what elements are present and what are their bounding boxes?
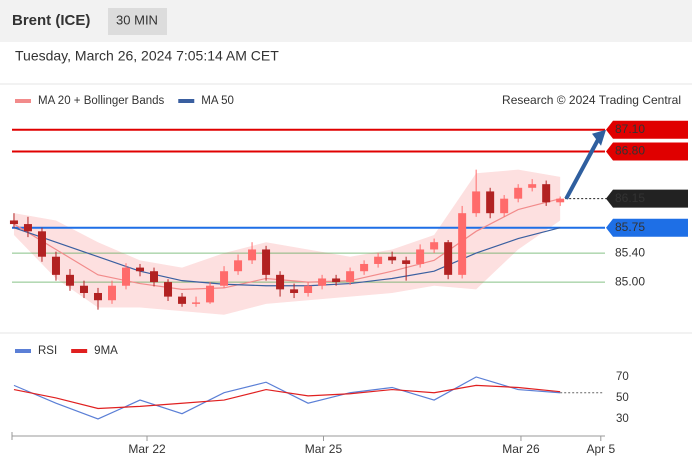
candle-body [528,184,537,188]
candle-body [514,187,523,199]
timeframe: 30 MIN [116,12,158,27]
rsi-panel: RSI 9MA 70 50 30 Mar 22 Mar 25 Mar 26 Apr 5 [11,345,629,456]
candle-body [234,260,243,272]
y-tick-label: 70 [616,371,629,383]
level-tag [606,218,688,237]
candle-body [108,285,117,301]
level-label: 87.10 [615,122,645,136]
candle-body [51,256,60,275]
candle-body [37,231,46,257]
level-tag [606,142,688,161]
candle-body [388,256,397,261]
candle-body [472,191,481,214]
candle-body [346,271,355,283]
candle-body [220,271,229,286]
candle-body [332,278,341,283]
legend-label: MA 50 [201,95,234,107]
level-label: 85.40 [615,245,645,259]
timestamp: Tuesday, March 26, 2024 7:05:14 AM CET [15,48,279,64]
candle-body [290,289,299,293]
ma-line [13,227,561,287]
line [13,376,561,420]
candle-body [458,213,467,275]
x-tick-label: Mar 25 [305,442,343,456]
candle-body [262,249,271,275]
legend-label: RSI [38,345,57,357]
candle-body [23,224,32,232]
candle-body [136,267,145,272]
legend-label: 9MA [94,345,118,357]
candle-body [65,274,74,286]
target-arrow [564,138,600,200]
candle-body [402,260,411,264]
candle-body [360,263,369,272]
candle-body [276,274,285,290]
header-bar [0,0,692,42]
candle-body [150,271,159,283]
legend-swatch [15,349,31,353]
candle-body [500,198,509,214]
timeframe-box [108,8,167,35]
instrument: Brent (ICE) [12,12,90,29]
candle-body [79,285,88,293]
level-label: 86.15 [615,191,645,205]
candle-body [248,249,257,261]
ma-line [13,198,561,290]
price-panel: MA 20 + Bollinger Bands MA 50 87.10 86.80 86… [9,95,688,315]
legend-swatch [71,349,88,353]
candle-body [93,292,102,301]
candle-body [206,285,215,303]
y-tick-label: 30 [616,413,629,425]
level-label: 86.80 [615,144,645,158]
candle-body [444,242,453,275]
legend-swatch [178,99,195,103]
candle-body [164,282,173,297]
candle-body [486,191,495,214]
x-tick-label: Mar 22 [128,442,166,456]
target-arrowhead [592,129,606,146]
candle-body [374,256,383,264]
candle-body [318,278,327,286]
legend-label: MA 20 + Bollinger Bands [38,95,165,107]
level-label: 85.75 [615,220,645,234]
candle-body [178,296,187,304]
level-label: 85.00 [615,274,645,288]
level-tag [606,120,688,139]
candle-body [430,242,439,250]
line [13,384,561,410]
legend-swatch [15,99,31,103]
candle-body [122,267,131,286]
y-tick-label: 50 [616,392,629,404]
x-tick-label: Mar 26 [502,442,540,456]
credit: Research © 2024 Trading Central [502,93,681,107]
candle-body [416,249,425,264]
candle-body [304,285,313,293]
level-tag [606,189,688,208]
candle-body [9,220,18,225]
candle-body [542,184,551,203]
candle-body [556,198,565,203]
x-tick-label: Apr 5 [586,442,615,456]
candle-body [192,302,201,304]
